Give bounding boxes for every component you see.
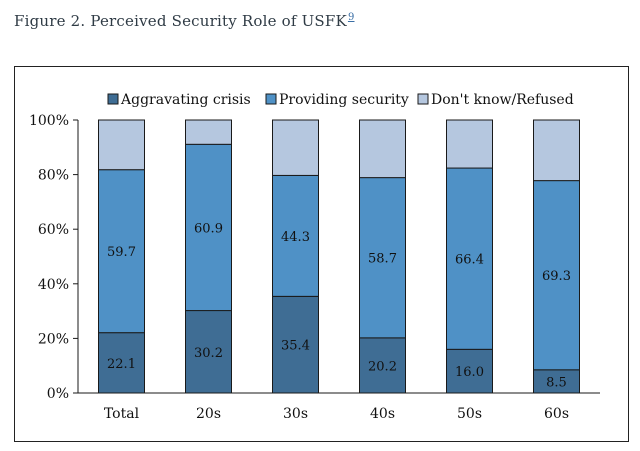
x-tick-label: 20s bbox=[196, 406, 221, 422]
y-tick-label: 20% bbox=[38, 331, 69, 347]
data-label: 8.5 bbox=[546, 375, 567, 390]
bar-segment-1-total bbox=[98, 332, 145, 394]
bar-segment-2-20s bbox=[185, 143, 232, 312]
figure-title-text: Figure 2. Perceived Security Role of USF… bbox=[14, 12, 347, 30]
bar-segment-3-60s bbox=[533, 119, 580, 182]
bar-segment-2-60s bbox=[533, 180, 580, 371]
data-label: 20.2 bbox=[368, 359, 397, 374]
bar-segment-3-total bbox=[98, 119, 145, 171]
legend-label-1: Aggravating crisis bbox=[120, 92, 251, 108]
bar-segment-2-total bbox=[98, 169, 145, 334]
bar-segment-1-50s bbox=[446, 348, 493, 394]
data-label: 60.9 bbox=[194, 221, 223, 236]
data-label: 66.4 bbox=[455, 253, 484, 268]
x-tick-label: 50s bbox=[457, 406, 482, 422]
y-tick-label: 100% bbox=[29, 113, 69, 129]
legend-swatch-2 bbox=[265, 93, 277, 105]
x-tick-label: Total bbox=[104, 406, 140, 422]
data-label: 30.2 bbox=[194, 346, 223, 361]
y-tick-label: 40% bbox=[38, 277, 69, 293]
y-tick-label: 80% bbox=[38, 168, 69, 184]
legend-label-3: Don't know/Refused bbox=[431, 92, 574, 108]
bar-segment-3-30s bbox=[272, 119, 319, 176]
legend-label-2: Providing security bbox=[279, 92, 409, 108]
x-tick-label: 60s bbox=[544, 406, 569, 422]
data-label: 22.1 bbox=[107, 357, 136, 372]
footnote-ref-link[interactable]: 9 bbox=[347, 12, 355, 23]
bar-segment-1-30s bbox=[272, 295, 319, 394]
data-label: 58.7 bbox=[368, 252, 397, 267]
bar-segment-1-40s bbox=[359, 337, 406, 394]
bar-segment-3-20s bbox=[185, 119, 232, 145]
figure-title: Figure 2. Perceived Security Role of USF… bbox=[14, 12, 355, 30]
bar-segment-3-40s bbox=[359, 119, 406, 179]
bar-segment-1-20s bbox=[185, 310, 232, 394]
bar-segment-2-40s bbox=[359, 177, 406, 339]
bar-segment-2-30s bbox=[272, 174, 319, 297]
x-tick-label: 40s bbox=[370, 406, 395, 422]
data-label: 69.3 bbox=[542, 269, 571, 284]
y-tick-label: 0% bbox=[47, 386, 69, 402]
y-tick-label: 60% bbox=[38, 222, 69, 238]
data-label: 59.7 bbox=[107, 245, 136, 260]
legend-swatch-1 bbox=[107, 93, 119, 105]
legend-swatch-3 bbox=[417, 93, 429, 105]
bar-segment-3-50s bbox=[446, 119, 493, 169]
data-label: 35.4 bbox=[281, 339, 310, 354]
bar-segment-2-50s bbox=[446, 167, 493, 350]
x-tick-label: 30s bbox=[283, 406, 308, 422]
data-label: 16.0 bbox=[455, 365, 484, 380]
data-label: 44.3 bbox=[281, 230, 310, 245]
watermark-text: 头条 @Mr86 bbox=[524, 421, 624, 441]
